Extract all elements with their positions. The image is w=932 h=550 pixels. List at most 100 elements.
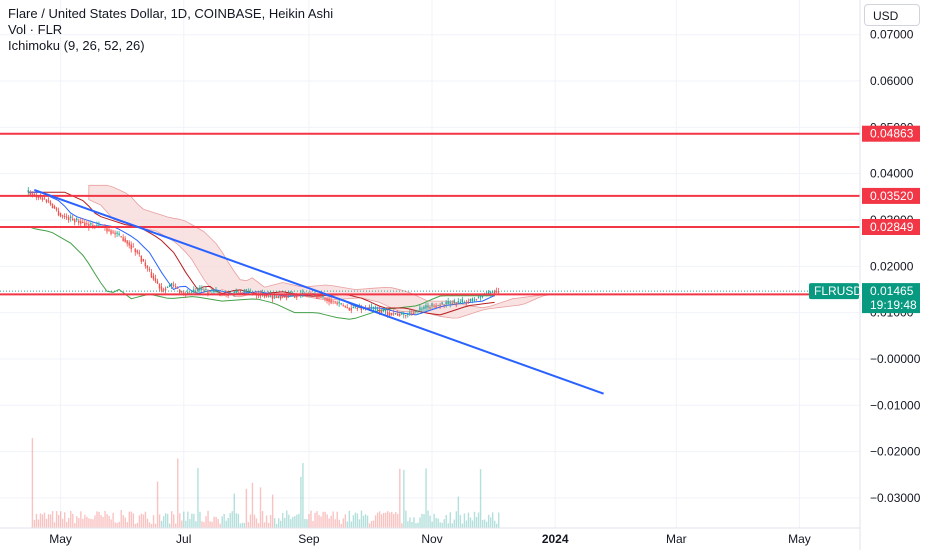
candle-body <box>146 265 149 269</box>
candle <box>277 295 280 299</box>
candle-body <box>178 289 181 294</box>
volume-bar <box>199 511 201 528</box>
candle <box>346 303 348 309</box>
volume-bar <box>181 520 183 528</box>
candle-body <box>138 252 140 254</box>
candle-body <box>493 291 496 294</box>
volume-bar <box>148 522 151 528</box>
volume-bar <box>364 514 367 528</box>
candle <box>467 298 470 304</box>
candle-body <box>429 307 431 309</box>
candle-body <box>463 301 466 303</box>
legend-indicator[interactable]: Ichimoku (9, 26, 52, 26) <box>8 38 145 53</box>
candle-body <box>37 195 40 198</box>
volume-bar <box>31 438 34 528</box>
volume-bar <box>142 514 145 528</box>
candle <box>348 307 350 312</box>
volume-bar <box>114 522 116 528</box>
volume-bar <box>459 515 462 528</box>
candle <box>49 200 52 206</box>
candle <box>154 274 157 283</box>
candle <box>495 287 498 294</box>
volume-bar <box>108 515 110 528</box>
candle-body <box>195 291 197 293</box>
volume-bar <box>395 511 397 528</box>
volume-bar <box>271 494 274 528</box>
candle <box>451 300 453 306</box>
candle-body <box>394 313 397 315</box>
volume-bar <box>326 514 328 528</box>
candle <box>203 287 205 293</box>
volume-bar <box>203 522 205 528</box>
volume-bar <box>68 518 70 528</box>
candle <box>459 298 461 305</box>
candle <box>374 305 377 311</box>
candle-body <box>475 299 478 301</box>
candle-body <box>142 259 145 261</box>
candle <box>71 214 74 221</box>
volume-bar <box>496 523 498 528</box>
volume-bar <box>100 515 102 528</box>
candle-body <box>47 200 50 202</box>
candle-body <box>356 308 359 309</box>
candle-body <box>237 292 239 294</box>
legend-title[interactable]: Flare / United States Dollar, 1D, COINBA… <box>8 6 334 21</box>
candle <box>487 289 490 295</box>
candle <box>106 226 108 234</box>
currency-button[interactable]: USD <box>864 4 920 26</box>
candle-body <box>176 287 179 289</box>
candle <box>399 311 401 317</box>
volume-bar <box>300 476 302 528</box>
volume-bar <box>76 516 78 528</box>
volume-bar <box>221 516 223 528</box>
candle <box>80 218 82 227</box>
candle <box>134 248 136 256</box>
horizontal-lines[interactable] <box>0 132 860 296</box>
volume-bar <box>445 515 447 528</box>
volume-bar <box>332 511 334 528</box>
candle <box>128 240 130 249</box>
candle-body <box>320 296 322 298</box>
candle-body <box>407 314 409 316</box>
volume-bar <box>475 517 478 528</box>
candle-body <box>43 198 46 200</box>
volume-bar <box>372 520 375 528</box>
candle-body <box>73 219 76 223</box>
candle <box>138 249 140 257</box>
candle-body <box>368 308 371 309</box>
candle-body <box>401 312 403 315</box>
volume-bar <box>57 514 60 528</box>
candle-body <box>439 304 441 307</box>
trendline-group[interactable] <box>33 188 604 395</box>
time-axis-tick: May <box>788 532 811 546</box>
candle-body <box>316 295 318 299</box>
time-axis[interactable]: May Jul Sep Nov 2024 Mar May <box>0 527 860 546</box>
volume-bar <box>158 514 161 528</box>
price-axis[interactable]: 0.070000.060000.050000.040000.030000.020… <box>859 0 921 550</box>
trendline[interactable] <box>33 188 604 395</box>
volume-bar <box>465 520 468 528</box>
volume-bar <box>411 522 413 528</box>
volume-bar <box>239 523 242 528</box>
candle-body <box>427 305 429 308</box>
candle <box>473 297 476 302</box>
candle-body <box>51 203 54 209</box>
legend-volume[interactable]: Vol · FLR <box>8 22 63 37</box>
volume-bar <box>116 522 118 528</box>
volume-bar <box>152 515 155 528</box>
volume-bar <box>191 513 193 528</box>
candle <box>409 309 411 317</box>
volume-bar <box>455 511 458 528</box>
time-axis-tick: Nov <box>421 532 442 546</box>
volume-bar <box>421 513 423 528</box>
candle <box>43 196 46 200</box>
volume-bar <box>205 516 207 528</box>
candle-body <box>354 307 357 309</box>
candle <box>209 290 211 294</box>
volume-bar <box>280 520 282 528</box>
volume-bar <box>72 513 74 528</box>
candle-body <box>413 312 415 315</box>
candle-body <box>324 297 326 300</box>
volume-bar <box>201 521 203 528</box>
